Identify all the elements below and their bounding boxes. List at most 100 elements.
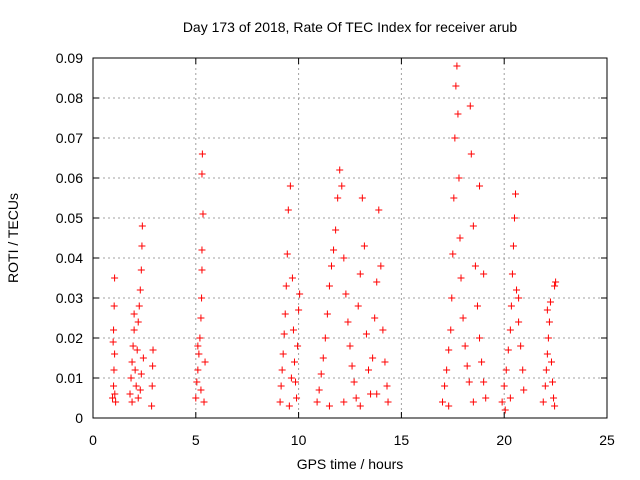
data-point [149,346,157,354]
data-point [321,334,329,342]
data-point [377,262,385,270]
x-tick-label: 5 [192,432,200,448]
data-point [294,342,302,350]
data-point [340,254,348,262]
data-point [290,358,298,366]
data-point [465,378,473,386]
data-point [198,266,206,274]
data-point [445,346,453,354]
data-point [480,378,488,386]
data-point [199,210,207,218]
data-point [197,314,205,322]
data-point [480,270,488,278]
data-point [276,398,284,406]
data-point [340,398,348,406]
data-point [138,222,146,230]
data-point [539,398,547,406]
data-point [543,306,551,314]
data-point [332,226,340,234]
data-point [552,278,560,286]
data-point [284,206,292,214]
data-point [288,274,296,282]
data-point [295,306,303,314]
data-point [198,150,206,158]
data-point [128,398,136,406]
data-point [110,326,118,334]
data-point [547,358,555,366]
data-point [515,318,523,326]
data-point [279,350,287,358]
data-point [466,102,474,110]
data-point [111,390,119,398]
data-point [383,382,391,390]
data-point [373,390,381,398]
data-point [319,354,327,362]
data-point [130,310,138,318]
data-point [373,278,381,286]
data-point [131,366,139,374]
x-tick-label: 0 [89,432,97,448]
y-tick-label: 0 [75,410,83,426]
data-point [139,354,147,362]
data-point [443,366,451,374]
data-point [296,290,304,298]
data-point [375,206,383,214]
data-point [197,386,205,394]
x-tick-label: 20 [496,432,512,448]
data-point [467,150,475,158]
data-point [148,402,156,410]
data-point [520,386,528,394]
data-point [508,270,516,278]
data-point [448,294,456,302]
data-point [112,398,120,406]
data-point [441,382,449,390]
data-point [289,326,297,334]
data-point [500,382,508,390]
data-point [453,62,461,70]
data-point [365,366,373,374]
data-point [198,170,206,178]
data-point [362,330,370,338]
data-point [111,350,119,358]
data-point [473,302,481,310]
data-point [551,282,559,290]
data-point [451,134,459,142]
data-point [512,190,520,198]
data-point [278,366,286,374]
data-point [348,362,356,370]
data-point [110,382,118,390]
data-point [384,398,392,406]
data-point [109,338,117,346]
data-point [109,394,117,402]
data-point [506,326,514,334]
y-tick-label: 0.04 [56,250,83,266]
data-point [501,406,509,414]
data-point [286,182,294,190]
data-point [350,378,358,386]
data-point [325,282,333,290]
plot-frame [92,57,608,419]
data-point [371,314,379,322]
data-point [515,294,523,302]
data-point [450,194,458,202]
data-point [134,394,142,402]
data-point [323,310,331,318]
data-point [132,382,140,390]
chart-title: Day 173 of 2018, Rate Of TEC Index for r… [183,19,518,35]
data-point [285,402,293,410]
data-point [510,214,518,222]
data-point [352,394,360,402]
data-point [455,174,463,182]
data-point [546,298,554,306]
data-point [280,330,288,338]
data-point [367,390,375,398]
data-point [344,318,352,326]
data-point [346,342,354,350]
data-point [200,398,208,406]
data-point [545,318,553,326]
y-axis-label: ROTI / TECUs [5,193,21,283]
data-point [129,342,137,350]
data-point [504,346,512,354]
y-tick-label: 0.05 [56,210,83,226]
